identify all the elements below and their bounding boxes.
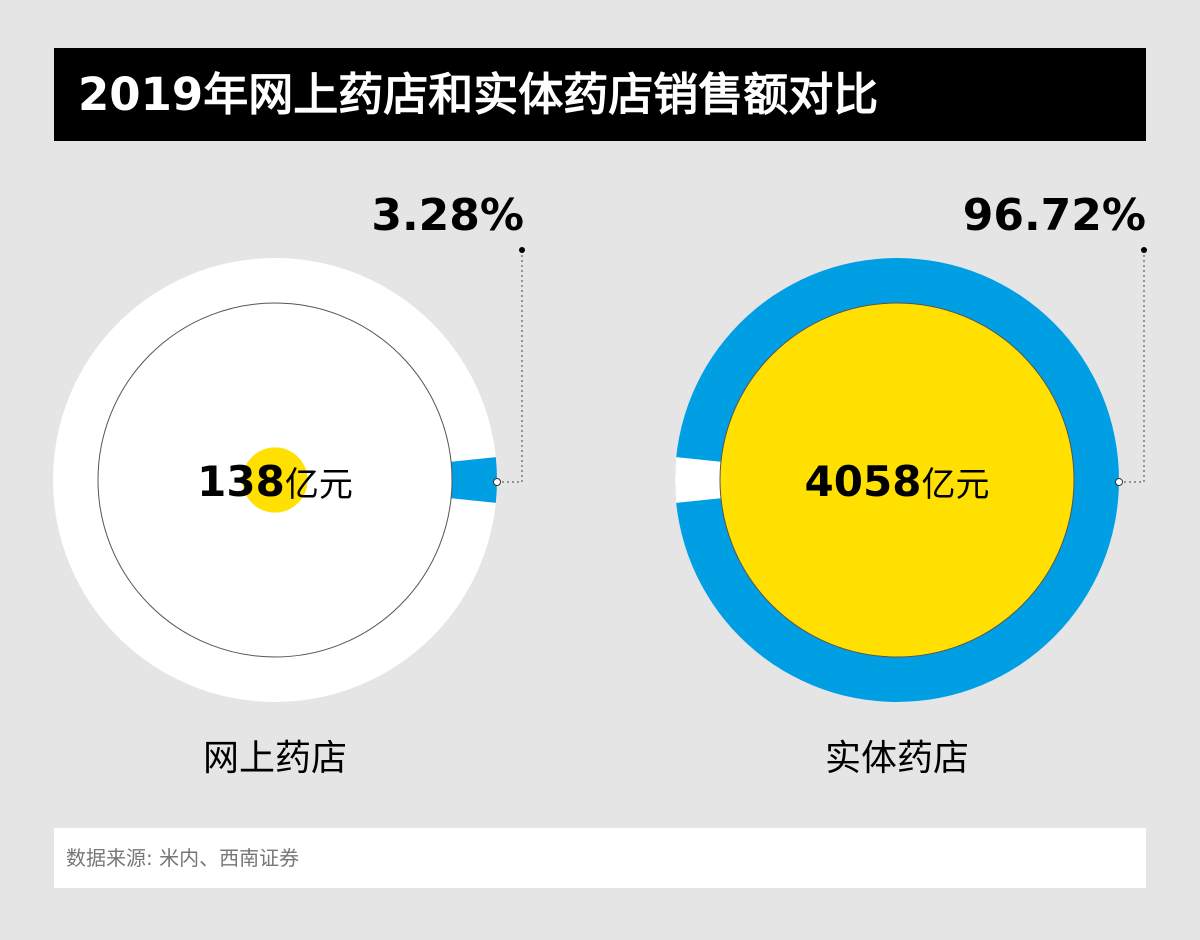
pie-online-leader-line (497, 250, 523, 483)
pie-online-value-text: 138亿元 (197, 457, 353, 506)
pie-offline-value-unit: 亿元 (921, 465, 989, 505)
pie-online-value-circle (242, 447, 308, 513)
pie-online-leader-anchor (493, 478, 501, 486)
pie-offline-value-number: 4058 (805, 457, 922, 506)
pie-offline-leader-anchor (1115, 478, 1123, 486)
pie-online-name-label: 网上药店 (203, 738, 347, 779)
pie-offline-leader-dot (1141, 247, 1147, 253)
pie-offline-percent-label: 96.72% (963, 190, 1146, 241)
pie-online-value-number: 138 (197, 457, 285, 506)
source-note: 数据来源: 米内、西南证券 (54, 828, 1146, 888)
pie-offline-leader-line (1119, 250, 1145, 483)
pie-online-percent-label: 3.28% (371, 190, 524, 241)
page-title: 2019年网上药店和实体药店销售额对比 (54, 48, 1146, 141)
pie-offline-value-circle (719, 302, 1075, 658)
pie-online-leader-dot (519, 247, 525, 253)
pie-online: 3.28% 138亿元 网上药店 (53, 190, 525, 779)
pie-offline: 96.72% 4058亿元 实体药店 (675, 190, 1147, 779)
pie-offline-value-text: 4058亿元 (805, 457, 990, 506)
pie-offline-name-label: 实体药店 (825, 738, 969, 779)
pie-online-value-unit: 亿元 (285, 465, 353, 505)
